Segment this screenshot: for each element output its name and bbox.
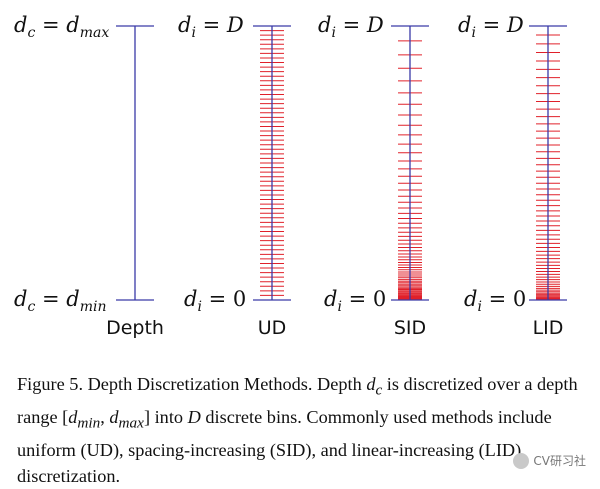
- watermark-text: CV研习社: [533, 454, 586, 468]
- sid-top-label: di = D: [318, 13, 384, 41]
- ud-bottom-label: di = 0: [184, 287, 246, 315]
- wechat-icon: [513, 452, 530, 469]
- ud-column-title: UD: [258, 317, 287, 339]
- column-depth: dc = dmax dc = dmin Depth: [14, 13, 164, 339]
- watermark: CV研习社: [513, 452, 586, 469]
- column-ud: di = D di = 0 UD: [178, 13, 291, 339]
- column-lid: di = D di = 0 LID: [458, 13, 567, 339]
- depth-bottom-label: dc = dmin: [14, 287, 106, 315]
- depth-discretization-diagram: dc = dmax dc = dmin Depth di = D di = 0 …: [14, 13, 567, 339]
- lid-column-title: LID: [533, 317, 564, 339]
- depth-column-title: Depth: [106, 317, 164, 339]
- sid-column-title: SID: [394, 317, 426, 339]
- figure-caption: Figure 5. Depth Discretization Methods. …: [17, 374, 578, 486]
- lid-top-label: di = D: [458, 13, 524, 41]
- depth-top-label: dc = dmax: [14, 13, 109, 41]
- lid-bottom-label: di = 0: [464, 287, 526, 315]
- sid-bottom-label: di = 0: [324, 287, 386, 315]
- ud-top-label: di = D: [178, 13, 244, 41]
- column-sid: di = D di = 0 SID: [318, 13, 429, 339]
